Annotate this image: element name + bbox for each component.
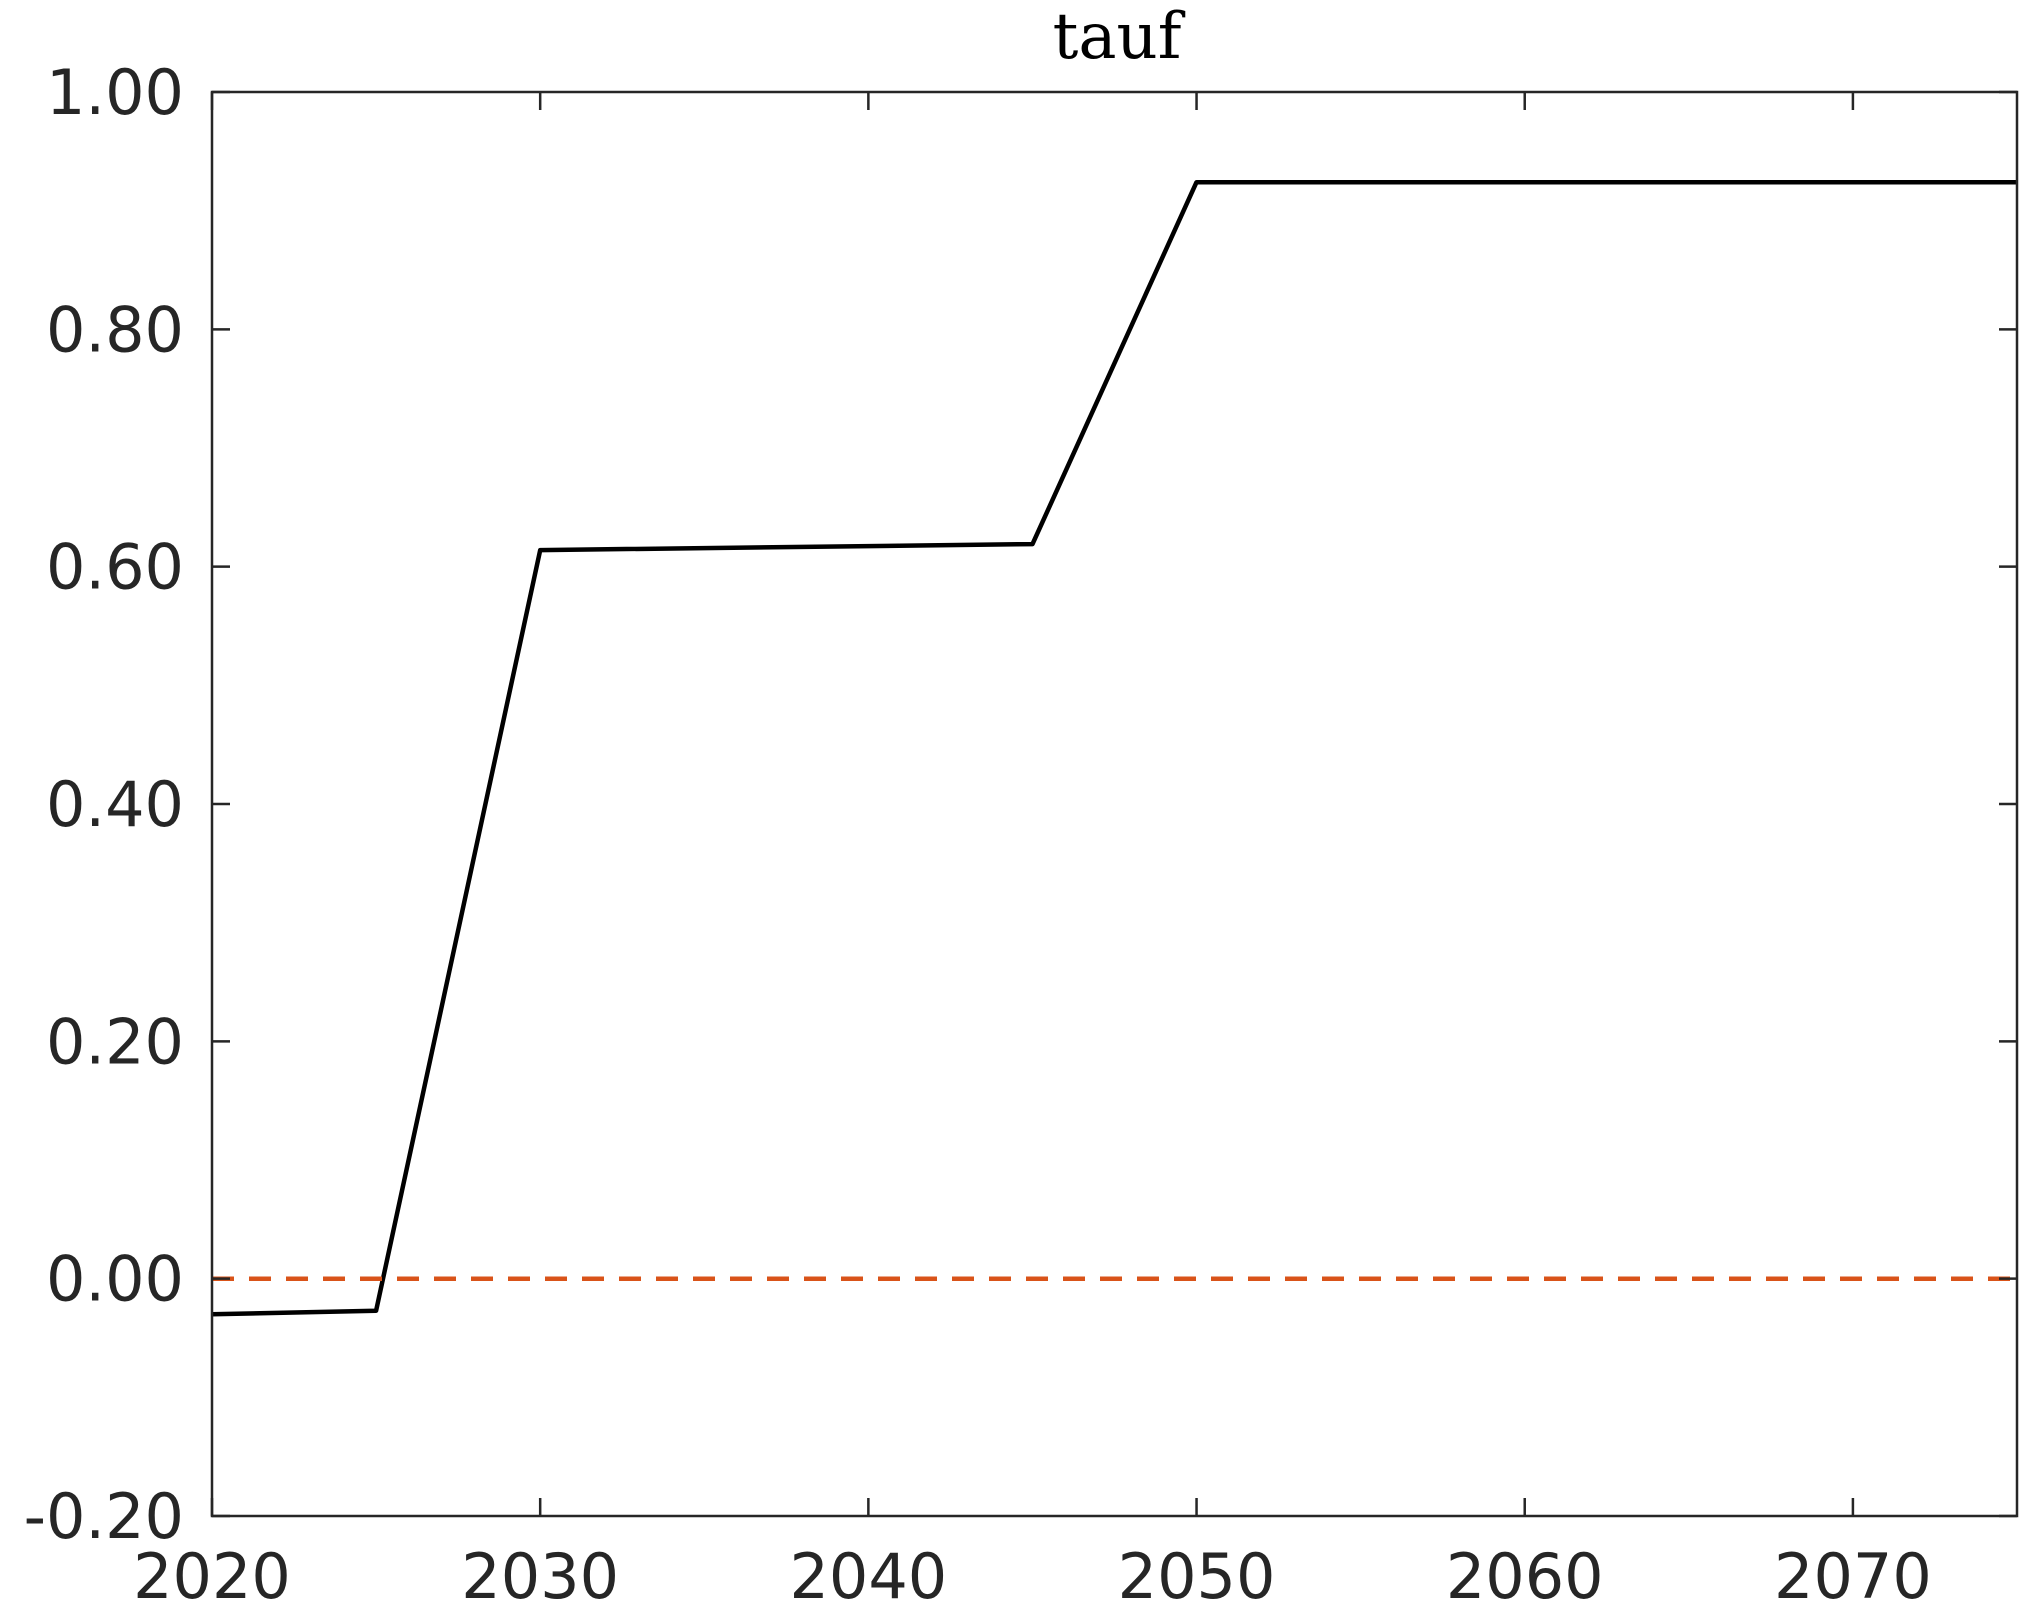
series-line-1: [211, 179, 2017, 1317]
y-tick-label: 0.80: [46, 293, 184, 366]
x-tick-label: 2070: [1774, 1540, 1932, 1613]
y-tick-label: 0.00: [46, 1243, 184, 1316]
y-tick-labels: -0.20 0.00 0.20 0.40 0.60 0.80 1.00: [24, 56, 184, 1553]
x-tick-label: 2040: [789, 1540, 947, 1613]
x-tick-label: 2050: [1118, 1540, 1276, 1613]
chart-title: tauf: [1053, 0, 1186, 74]
y-tick-label: 1.00: [46, 56, 184, 129]
ticks-layer: [210, 90, 2017, 1518]
series-layer: [211, 179, 2017, 1317]
y-tick-label: -0.20: [24, 1480, 184, 1553]
x-tick-label: 2030: [461, 1540, 619, 1613]
plot-frame: [210, 90, 2019, 1518]
y-tick-label: 0.20: [46, 1005, 184, 1078]
y-tick-label: 0.60: [46, 531, 184, 604]
x-tick-label: 2020: [133, 1540, 291, 1613]
x-tick-label: 2060: [1446, 1540, 1604, 1613]
y-tick-label: 0.40: [46, 768, 184, 841]
x-tick-labels: 2020 2030 2040 2050 2060 2070: [133, 1540, 1932, 1613]
